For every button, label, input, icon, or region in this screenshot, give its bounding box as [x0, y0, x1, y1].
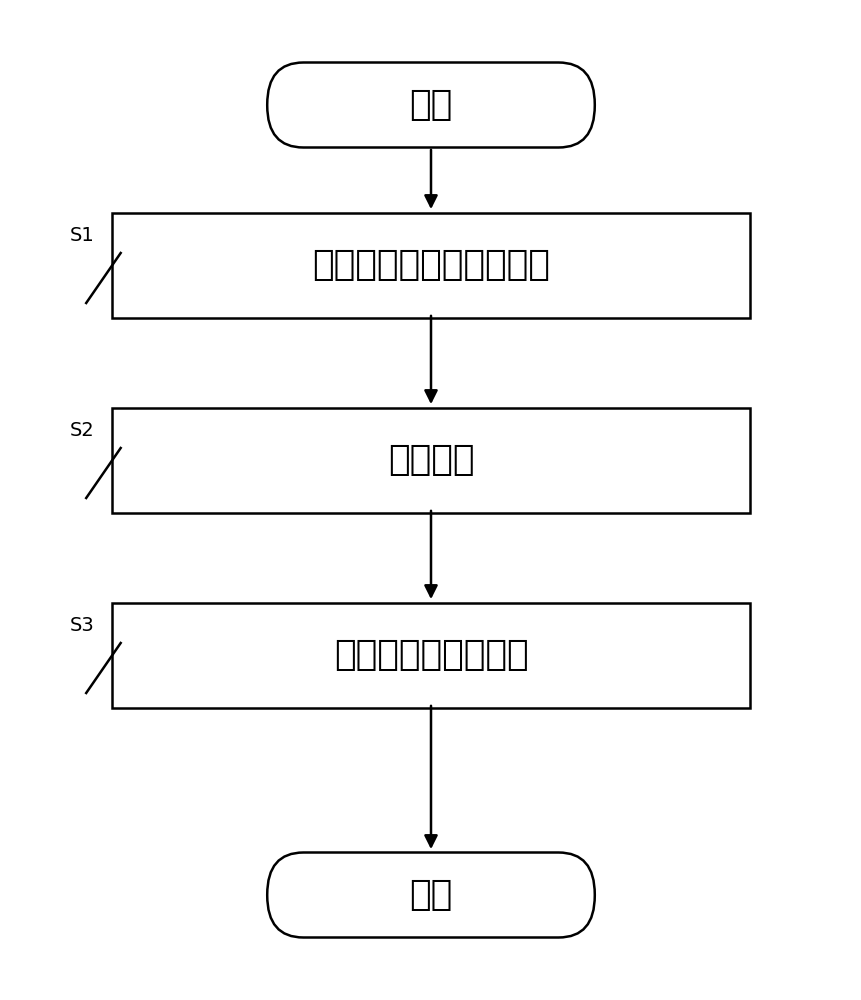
Bar — [112, 213, 749, 318]
Text: S2: S2 — [70, 421, 94, 440]
Text: S1: S1 — [70, 226, 94, 245]
Text: 建立系统以及参与者注册: 建立系统以及参与者注册 — [312, 248, 549, 282]
Text: 接入认证: 接入认证 — [387, 443, 474, 477]
Text: 认证失败，终止执行: 认证失败，终止执行 — [333, 638, 528, 672]
Bar — [112, 602, 749, 708]
FancyBboxPatch shape — [267, 852, 594, 938]
Bar — [112, 408, 749, 512]
Text: 结束: 结束 — [409, 878, 452, 912]
Text: 开始: 开始 — [409, 88, 452, 122]
FancyBboxPatch shape — [267, 62, 594, 147]
Text: S3: S3 — [70, 616, 94, 635]
